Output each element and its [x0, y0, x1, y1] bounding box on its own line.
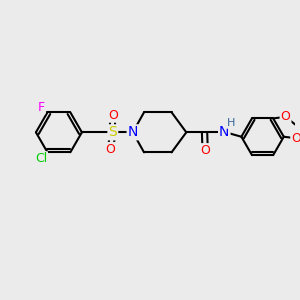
Text: Cl: Cl	[35, 152, 47, 165]
Text: N: N	[219, 125, 230, 139]
Text: O: O	[108, 109, 118, 122]
Text: N: N	[128, 125, 138, 139]
Text: S: S	[108, 125, 117, 139]
Text: F: F	[38, 100, 44, 114]
Text: O: O	[106, 143, 116, 156]
Text: O: O	[280, 110, 290, 123]
Text: O: O	[200, 144, 210, 157]
Text: H: H	[227, 118, 235, 128]
Text: O: O	[291, 132, 300, 145]
